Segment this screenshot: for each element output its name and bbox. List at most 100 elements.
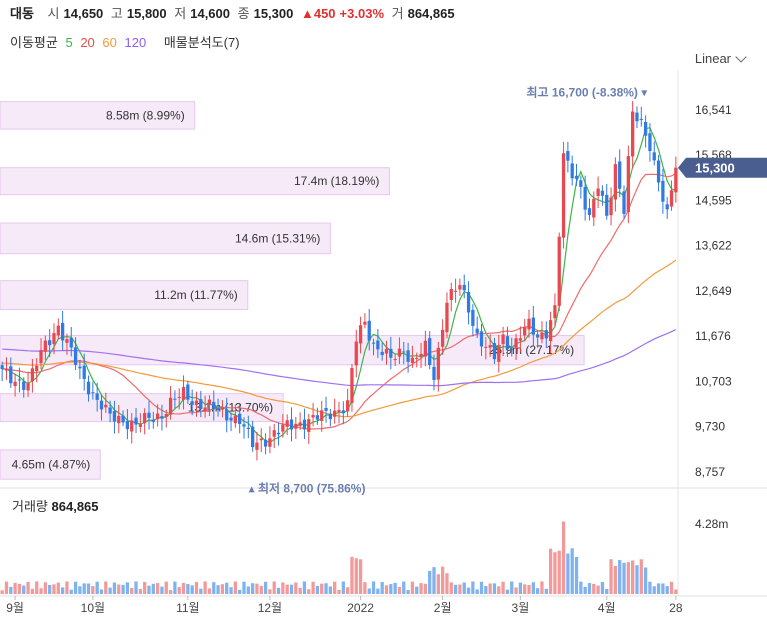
scale-select[interactable]: Linear (695, 50, 747, 66)
volume-profile-bar: 14.6m (15.31%) (0, 222, 331, 255)
volume-bar (324, 583, 328, 594)
candle (402, 341, 406, 365)
volume-bar (181, 582, 186, 594)
volume-bar (449, 582, 453, 594)
candle (160, 404, 164, 431)
candle-body (548, 320, 553, 342)
volume-bar (341, 581, 345, 594)
stock-name: 대동 (10, 6, 34, 21)
candle-body (393, 359, 397, 361)
candle-body (9, 366, 13, 384)
candle (587, 198, 592, 221)
candle (9, 357, 13, 388)
candle-body (432, 366, 436, 381)
candle (665, 197, 669, 219)
candle-body (147, 412, 151, 418)
candle-body (259, 438, 263, 441)
volume-bar (592, 583, 596, 594)
volume-bar (544, 588, 548, 594)
candle-body (626, 156, 630, 213)
candle (631, 101, 635, 169)
candle (155, 404, 160, 427)
volume-bar (220, 584, 225, 594)
ma-period-120[interactable]: 120 (124, 35, 147, 50)
volume-bar (91, 586, 95, 594)
candle (613, 157, 618, 212)
candle-body (91, 392, 95, 394)
x-axis: 9월 10월 11월 12월 2022 2월 3월 4월 28 (6, 596, 683, 615)
candle-body (220, 407, 225, 410)
volume-bar (17, 583, 22, 594)
volume-bar (95, 581, 99, 594)
candle-body (151, 419, 155, 422)
volume-bar (250, 583, 255, 594)
volume-bar (268, 589, 272, 594)
volume-bar (255, 583, 259, 594)
candle (337, 401, 341, 424)
candle-body (250, 426, 255, 448)
candle-body (471, 309, 475, 326)
volume-bar (492, 583, 497, 594)
volume-profile-toggle[interactable]: 매물분석도(7) (163, 35, 240, 50)
volume-bar (194, 582, 199, 594)
volume-bar (263, 581, 268, 594)
ma-period-5[interactable]: 5 (65, 35, 73, 50)
volume-bar (272, 581, 276, 594)
candle (112, 400, 117, 434)
candle (52, 323, 56, 355)
candle (492, 337, 497, 364)
volume-bar (246, 586, 250, 594)
open-label: 시 (47, 6, 60, 21)
volume-bar (225, 582, 229, 594)
candle-body (121, 415, 125, 423)
candle-body (186, 384, 190, 400)
y-tick-label: 12,649 (695, 284, 732, 298)
candle (505, 326, 510, 357)
candle-body (523, 327, 527, 336)
volume-bar (436, 574, 440, 594)
candle (22, 377, 26, 398)
candle (298, 412, 302, 431)
volume-bar (151, 583, 155, 594)
ma-period-20[interactable]: 20 (80, 35, 95, 50)
volume-bar (229, 587, 233, 594)
candle-body (112, 410, 117, 422)
volume-bar (164, 581, 168, 594)
ma-period-60[interactable]: 60 (102, 35, 117, 50)
volume-bar (285, 584, 289, 594)
ma-line-20 (2, 172, 677, 430)
volume-bar (125, 582, 130, 594)
candle (60, 310, 65, 351)
candle (164, 409, 168, 428)
last-price-label: 15,300 (695, 161, 735, 176)
volume-profile-label: 25.9m (27.17%) (489, 343, 574, 357)
volume-bar (462, 582, 466, 594)
volume-bar (134, 581, 138, 594)
candle-body (661, 180, 665, 202)
candle-body (328, 413, 333, 420)
volume-bar (505, 589, 510, 594)
candle (501, 326, 505, 357)
volume-bar (661, 583, 665, 594)
volume-bar (618, 560, 622, 594)
candle (4, 357, 9, 380)
candle (518, 326, 523, 352)
candle (255, 431, 259, 461)
candle-body (168, 397, 173, 415)
candle (125, 409, 130, 440)
high-label: 고 (110, 6, 123, 21)
candle-body (333, 410, 337, 417)
candle (380, 342, 384, 361)
volume-bar (643, 567, 648, 594)
candle-body (285, 420, 289, 427)
volume-bar (73, 581, 78, 594)
volume-bar (613, 566, 618, 594)
volume-bar (406, 590, 410, 594)
candle (350, 364, 354, 412)
candle-body (592, 198, 596, 218)
candle-body (4, 368, 9, 371)
candle (363, 313, 367, 329)
ma-legend-label[interactable]: 이동평균 (10, 35, 58, 50)
candle (324, 396, 328, 423)
